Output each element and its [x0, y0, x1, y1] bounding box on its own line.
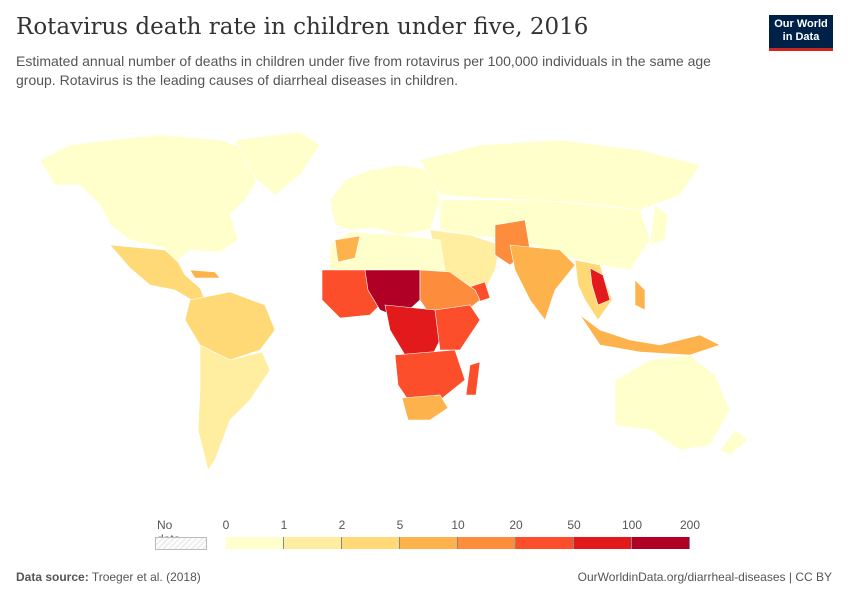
legend-tick: 200 — [679, 518, 701, 532]
data-source: Data source: Troeger et al. (2018) — [16, 570, 201, 584]
region-caribbean — [189, 269, 221, 279]
region-morocco — [334, 235, 361, 263]
region-south-asia — [509, 244, 576, 321]
region-europe — [329, 164, 441, 236]
source-label: Data source: — [16, 570, 89, 584]
legend-bin[interactable] — [342, 537, 400, 549]
region-japan — [649, 204, 669, 246]
legend-bin[interactable] — [574, 537, 632, 549]
legend-bin[interactable] — [284, 537, 342, 549]
region-north-america — [39, 134, 261, 263]
region-south-africa — [401, 394, 449, 421]
chart-subtitle: Estimated annual number of deaths in chi… — [16, 53, 711, 88]
region-russia — [419, 139, 701, 211]
legend-bin[interactable] — [516, 537, 574, 549]
legend-tick: 100 — [621, 518, 643, 532]
world-map[interactable] — [0, 110, 850, 510]
region-madagascar — [465, 361, 481, 396]
source-url[interactable]: OurWorldinData.org/diarrheal-diseases | … — [577, 570, 832, 584]
region-greenland — [234, 131, 321, 196]
region-east-africa — [434, 304, 481, 351]
source-text[interactable]: Troeger et al. (2018) — [91, 570, 201, 584]
legend-tick: 2 — [338, 518, 346, 532]
legend-tick: 20 — [509, 518, 523, 532]
legend-tick: 50 — [567, 518, 581, 532]
region-south-america-north — [184, 291, 276, 361]
legend-tick: 0 — [222, 518, 230, 532]
owid-logo[interactable]: Our World in Data — [769, 15, 833, 51]
legend-bin[interactable] — [458, 537, 516, 549]
region-indonesia — [579, 314, 721, 356]
legend-tick: 1 — [280, 518, 288, 532]
region-mexico-central-america — [109, 244, 206, 303]
legend-no-data-swatch — [155, 537, 207, 550]
legend-bin[interactable] — [632, 537, 690, 549]
region-new-zealand — [719, 429, 749, 456]
legend-tick: 5 — [396, 518, 404, 532]
region-laos-cambodia — [589, 267, 611, 306]
legend-tick: 10 — [451, 518, 465, 532]
legend-bin[interactable] — [400, 537, 458, 549]
region-south-america-south — [197, 344, 271, 471]
region-australia — [614, 354, 731, 451]
chart-title: Rotavirus death rate in children under f… — [16, 14, 589, 40]
legend-bin[interactable] — [226, 537, 284, 549]
region-philippines — [634, 279, 646, 311]
